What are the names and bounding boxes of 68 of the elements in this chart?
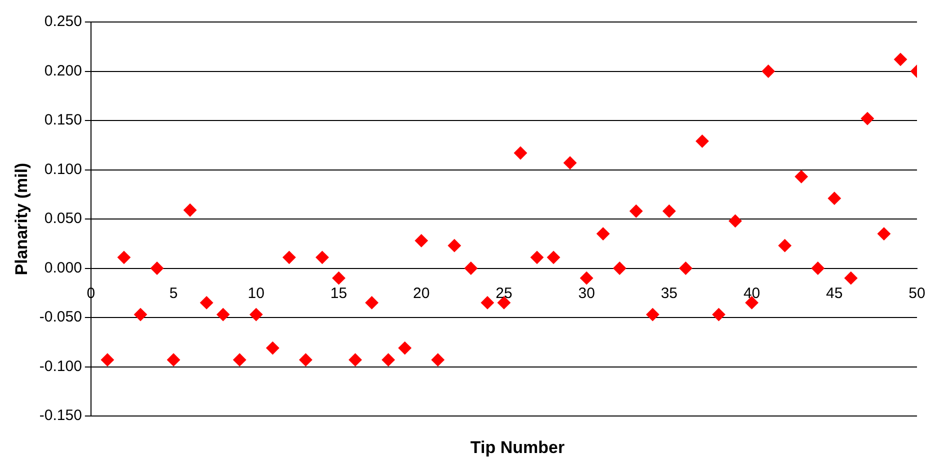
point bbox=[564, 156, 577, 170]
point bbox=[134, 308, 147, 322]
point bbox=[894, 52, 907, 66]
y-tick-label: 0.150 bbox=[44, 112, 82, 129]
x-tick-label: 25 bbox=[496, 284, 512, 302]
point bbox=[464, 262, 478, 275]
point bbox=[100, 353, 114, 366]
point bbox=[794, 170, 808, 184]
point bbox=[712, 308, 726, 322]
point bbox=[860, 112, 874, 126]
y-tick-label: -0.150 bbox=[39, 407, 82, 424]
point bbox=[580, 272, 594, 285]
x-tick-label: 20 bbox=[413, 284, 430, 302]
x-tick-label: 50 bbox=[908, 284, 926, 302]
point bbox=[150, 262, 164, 275]
y-axis-title: Planarity (mil) bbox=[12, 162, 31, 276]
y-tick-label: 0.200 bbox=[44, 62, 82, 80]
y-tick-label: -0.100 bbox=[39, 358, 82, 375]
point bbox=[316, 250, 329, 264]
point bbox=[365, 296, 378, 310]
point bbox=[200, 296, 214, 310]
point bbox=[811, 262, 824, 275]
x-tick-label: 15 bbox=[330, 284, 348, 302]
point bbox=[630, 204, 643, 218]
point bbox=[596, 227, 610, 240]
x-tick-label: 35 bbox=[660, 284, 678, 302]
point bbox=[398, 342, 412, 355]
point bbox=[530, 250, 544, 264]
point bbox=[613, 262, 626, 275]
point bbox=[679, 262, 692, 275]
point bbox=[332, 272, 346, 285]
point bbox=[117, 250, 130, 264]
point bbox=[662, 204, 676, 218]
point bbox=[414, 234, 428, 248]
point bbox=[646, 308, 660, 322]
point bbox=[216, 308, 230, 322]
x-axis-title: Tip Number bbox=[469, 438, 566, 458]
point bbox=[431, 353, 444, 366]
point bbox=[778, 239, 792, 252]
point bbox=[828, 192, 841, 205]
point bbox=[184, 204, 197, 217]
point bbox=[762, 64, 775, 78]
point bbox=[514, 146, 527, 160]
x-tick-label: 5 bbox=[169, 284, 178, 302]
point bbox=[250, 308, 263, 322]
point bbox=[448, 239, 461, 252]
y-tick-label: 0.250 bbox=[44, 13, 82, 30]
point bbox=[348, 353, 362, 366]
point bbox=[696, 134, 709, 148]
point bbox=[233, 353, 246, 366]
y-tick-label: -0.050 bbox=[39, 308, 82, 326]
point bbox=[266, 342, 280, 355]
point bbox=[547, 250, 560, 264]
y-tick-label: 0.050 bbox=[44, 210, 82, 228]
x-tick-label: 30 bbox=[578, 284, 595, 302]
x-tick-label: 10 bbox=[248, 284, 264, 302]
point bbox=[728, 214, 742, 228]
point bbox=[877, 227, 890, 240]
point bbox=[382, 353, 395, 366]
point bbox=[167, 353, 180, 366]
point bbox=[480, 296, 494, 310]
point bbox=[299, 353, 312, 366]
point bbox=[282, 250, 296, 264]
x-tick-label: 45 bbox=[826, 284, 843, 302]
y-tick-label: 0.000 bbox=[44, 259, 82, 276]
point bbox=[844, 272, 858, 285]
y-tick-label: 0.100 bbox=[44, 160, 82, 178]
x-tick-label: 40 bbox=[743, 284, 760, 302]
